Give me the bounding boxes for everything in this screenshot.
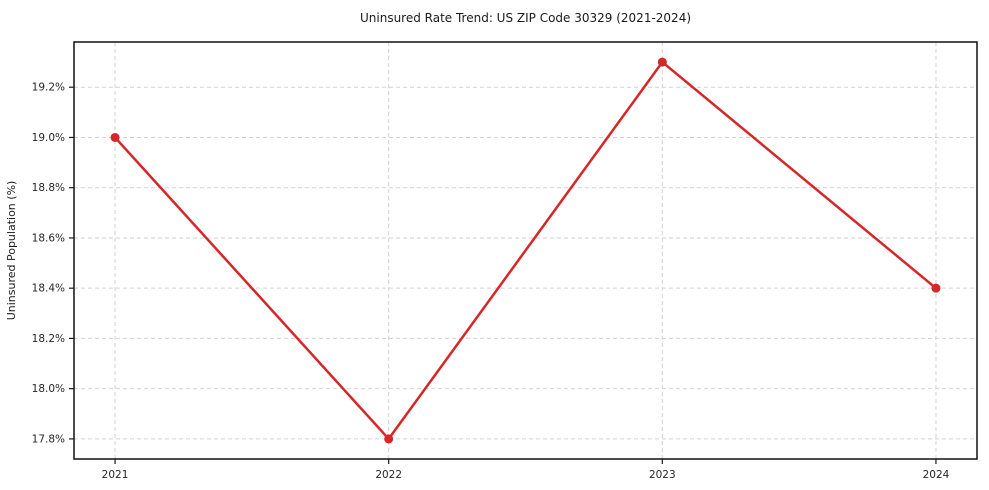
- gridlines: [74, 42, 977, 459]
- axis-tick-marks: [69, 86, 937, 464]
- y-tick-label: 18.8%: [32, 182, 65, 194]
- y-tick-label: 17.8%: [32, 433, 65, 445]
- data-point-marker: [110, 132, 120, 142]
- data-point-marker: [657, 57, 667, 67]
- y-tick-label: 18.2%: [32, 333, 65, 345]
- x-tick-label: 2023: [649, 469, 676, 481]
- x-axis-tick-labels: 2021 2022 2023 2024: [102, 469, 950, 481]
- x-tick-label: 2021: [102, 469, 129, 481]
- data-point-marker: [384, 434, 394, 444]
- line-series: [110, 57, 941, 444]
- chart-title: Uninsured Rate Trend: US ZIP Code 30329 …: [360, 11, 691, 25]
- y-tick-label: 18.4%: [32, 283, 65, 295]
- plot-border: [73, 41, 978, 460]
- y-axis-label: Uninsured Population (%): [5, 181, 18, 321]
- y-axis-tick-labels: 17.8% 18.0% 18.2% 18.4% 18.6% 18.8% 19.0% 19.2%: [32, 82, 65, 446]
- trend-line: [113, 60, 938, 441]
- y-tick-label: 19.2%: [32, 82, 65, 94]
- y-tick-label: 19.0%: [32, 132, 65, 144]
- y-tick-label: 18.0%: [32, 383, 65, 395]
- data-point-marker: [931, 283, 941, 293]
- x-tick-label: 2024: [923, 469, 950, 481]
- y-tick-label: 18.6%: [32, 232, 65, 244]
- x-tick-label: 2022: [375, 469, 402, 481]
